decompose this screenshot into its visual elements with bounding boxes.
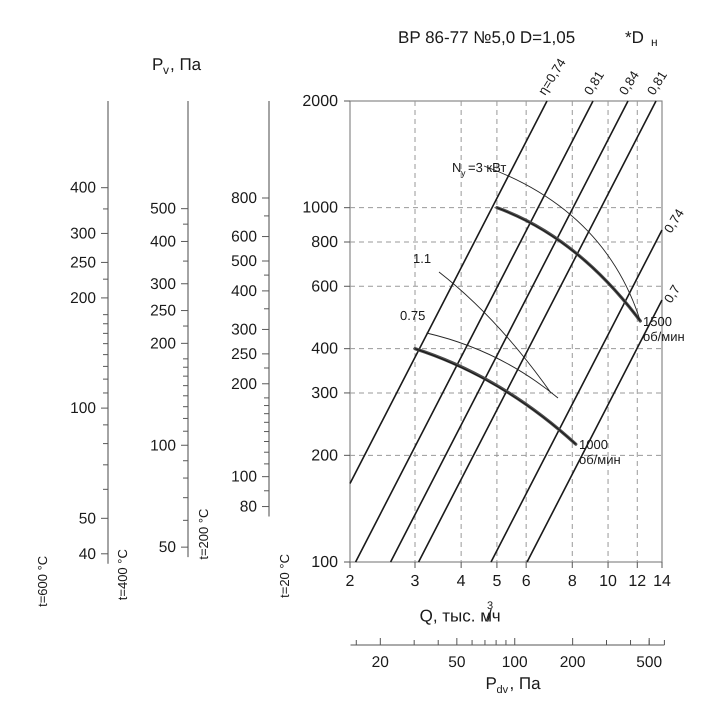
svg-text:P: P <box>152 55 163 74</box>
svg-text:40: 40 <box>79 546 97 563</box>
svg-text:200: 200 <box>560 654 586 671</box>
svg-text:50: 50 <box>79 510 97 527</box>
svg-text:BP 86-77 №5,0 D=1,05: BP 86-77 №5,0 D=1,05 <box>398 28 575 47</box>
svg-text:, Па: , Па <box>509 674 541 693</box>
svg-text:Q, тыс. м: Q, тыс. м <box>420 607 492 626</box>
svg-text:1000: 1000 <box>579 437 608 452</box>
svg-text:2000: 2000 <box>302 93 338 110</box>
svg-text:2: 2 <box>346 573 355 590</box>
svg-text:80: 80 <box>240 499 258 516</box>
svg-text:400: 400 <box>231 283 257 300</box>
svg-text:, Па: , Па <box>170 55 202 74</box>
svg-text:300: 300 <box>231 321 257 338</box>
svg-text:100: 100 <box>231 469 257 486</box>
svg-text:50: 50 <box>448 654 466 671</box>
svg-text:=3 кВт: =3 кВт <box>468 160 506 175</box>
svg-text:1000: 1000 <box>302 200 338 217</box>
svg-text:400: 400 <box>311 341 338 358</box>
svg-text:100: 100 <box>70 400 96 417</box>
svg-text:dv: dv <box>496 684 508 696</box>
svg-text:500: 500 <box>231 253 257 270</box>
svg-text:*D: *D <box>625 28 644 47</box>
svg-text:300: 300 <box>311 385 338 402</box>
svg-text:200: 200 <box>311 447 338 464</box>
svg-text:50: 50 <box>159 539 177 556</box>
svg-text:1.1: 1.1 <box>413 251 431 266</box>
svg-text:об/мин: об/мин <box>643 329 685 344</box>
svg-text:12: 12 <box>628 573 646 590</box>
svg-text:500: 500 <box>150 201 176 218</box>
svg-text:6: 6 <box>522 573 531 590</box>
svg-text:10: 10 <box>599 573 617 590</box>
svg-text:5: 5 <box>492 573 501 590</box>
svg-text:800: 800 <box>231 190 257 207</box>
svg-text:P: P <box>485 674 496 693</box>
svg-text:200: 200 <box>150 335 176 352</box>
svg-text:у: у <box>461 168 466 178</box>
svg-text:300: 300 <box>70 225 96 242</box>
svg-text:14: 14 <box>653 573 671 590</box>
svg-text:400: 400 <box>70 180 96 197</box>
svg-text:250: 250 <box>70 254 96 271</box>
svg-text:600: 600 <box>231 229 257 246</box>
svg-text:300: 300 <box>150 276 176 293</box>
svg-text:100: 100 <box>502 654 528 671</box>
svg-text:100: 100 <box>150 437 176 454</box>
svg-text:20: 20 <box>372 654 390 671</box>
svg-text:250: 250 <box>231 346 257 363</box>
svg-text:t=400 °C: t=400 °C <box>115 549 130 600</box>
svg-text:4: 4 <box>457 573 466 590</box>
svg-text:t=20 °C: t=20 °C <box>277 554 292 598</box>
svg-text:3: 3 <box>411 573 420 590</box>
svg-text:800: 800 <box>311 234 338 251</box>
svg-text:600: 600 <box>311 278 338 295</box>
svg-text:1500: 1500 <box>643 314 672 329</box>
svg-text:/ч: /ч <box>487 607 501 626</box>
svg-text:400: 400 <box>150 233 176 250</box>
svg-text:250: 250 <box>150 303 176 320</box>
svg-text:500: 500 <box>636 654 662 671</box>
svg-text:об/мин: об/мин <box>579 452 621 467</box>
svg-text:v: v <box>163 63 169 77</box>
svg-text:t=200 °C: t=200 °C <box>196 509 211 560</box>
svg-text:t=600 °C: t=600 °C <box>35 556 50 607</box>
svg-text:100: 100 <box>311 554 338 571</box>
svg-text:200: 200 <box>70 290 96 307</box>
svg-text:н: н <box>651 35 658 49</box>
svg-text:200: 200 <box>231 376 257 393</box>
svg-text:N: N <box>452 160 461 175</box>
svg-text:0.75: 0.75 <box>400 308 425 323</box>
svg-text:8: 8 <box>568 573 577 590</box>
